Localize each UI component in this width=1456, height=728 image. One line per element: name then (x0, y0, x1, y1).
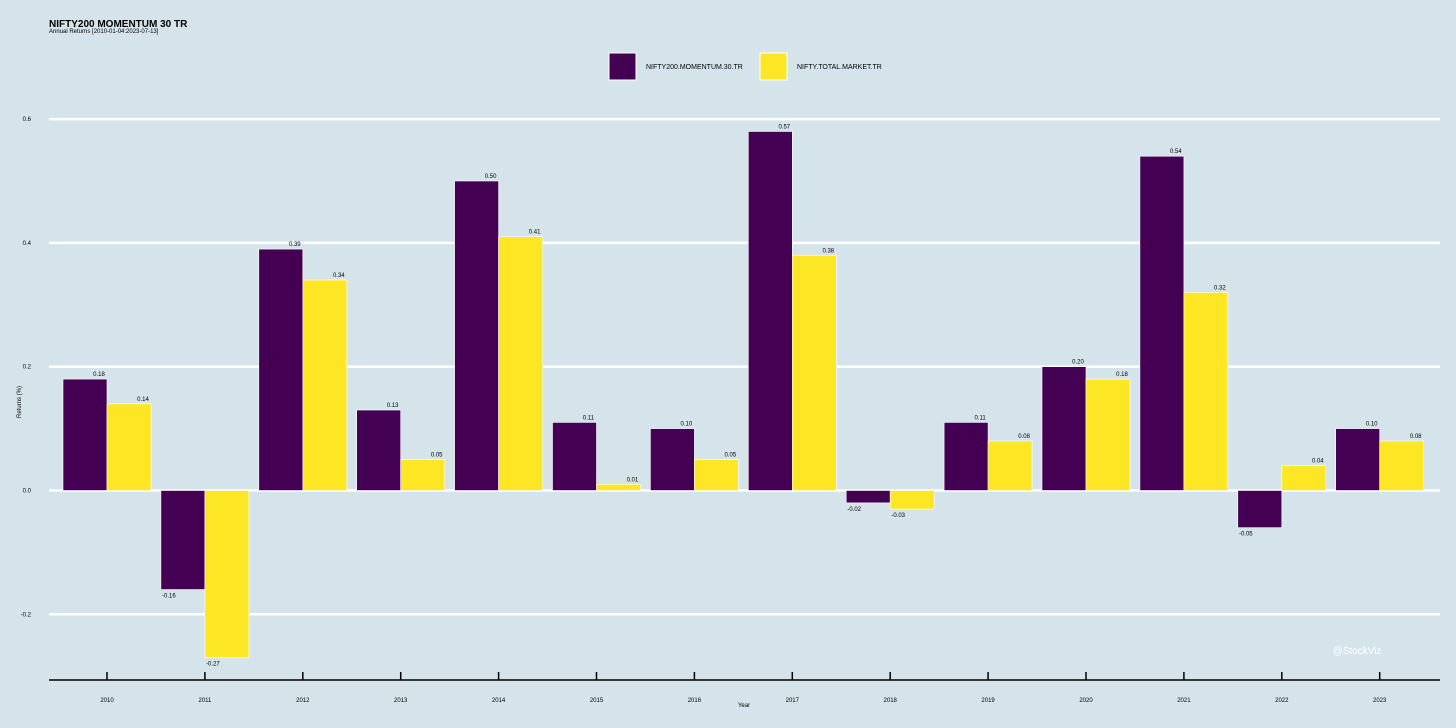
bar-total-market-2022 (1281, 465, 1327, 491)
bar-momentum-2019 (943, 422, 989, 491)
data-label: 0.54 (1170, 149, 1182, 155)
x-tick-label: 2021 (1177, 698, 1191, 704)
bar-total-market-2015 (596, 484, 641, 491)
x-tick-label: 2011 (198, 698, 212, 704)
data-label: -0.02 (847, 507, 861, 513)
bars (62, 131, 1424, 658)
chart-subtitle: Annual Returns [2010-01-04:2023-07-13] (49, 29, 159, 35)
data-label: 0.08 (1410, 434, 1422, 440)
y-tick-label: -0.2 (21, 612, 32, 618)
bar-momentum-2022 (1237, 490, 1283, 528)
data-label: 0.39 (289, 242, 301, 248)
watermark: @StockViz (1333, 646, 1382, 657)
y-axis-ticks: -0.2 0.0 0.2 0.4 0.6 (21, 117, 32, 618)
data-label: 0.11 (583, 415, 595, 421)
bar-momentum-2016 (650, 428, 695, 491)
x-tick-label: 2010 (100, 698, 114, 704)
data-label: 0.11 (974, 415, 986, 421)
data-label: 0.18 (1116, 372, 1128, 378)
bar-total-market-2012 (302, 279, 348, 491)
x-tick-label: 2016 (688, 698, 702, 704)
bar-total-market-2018 (889, 490, 935, 510)
bar-momentum-2014 (454, 180, 499, 491)
bar-total-market-2011 (204, 490, 250, 658)
x-tick-label: 2014 (492, 698, 506, 704)
y-tick-label: 0.0 (23, 489, 32, 495)
bar-total-market-2021 (1183, 292, 1229, 491)
bar-total-market-2010 (106, 403, 152, 491)
data-label: 0.18 (93, 372, 105, 378)
x-tick-label: 2023 (1373, 698, 1387, 704)
x-axis-label: Year (738, 703, 750, 709)
legend-swatch (759, 52, 788, 81)
data-label: -0.27 (206, 662, 220, 668)
x-tick-label: 2022 (1275, 698, 1289, 704)
data-label: 0.04 (1312, 459, 1324, 465)
data-label: 0.41 (529, 230, 541, 236)
x-tick-label: 2013 (394, 698, 408, 704)
data-label: 0.14 (137, 397, 149, 403)
y-tick-label: 0.4 (23, 241, 32, 247)
data-label: 0.32 (1214, 285, 1226, 291)
bar-total-market-2014 (498, 236, 543, 491)
data-label: -0.03 (891, 513, 905, 519)
bar-momentum-2017 (747, 131, 793, 491)
x-tick-label: 2019 (981, 698, 995, 704)
data-label: 0.08 (1018, 434, 1030, 440)
y-tick-label: 0.2 (23, 365, 32, 371)
data-label: -0.16 (162, 594, 176, 600)
data-label: 0.05 (725, 453, 737, 459)
data-label: 0.38 (822, 248, 834, 254)
bar-total-market-2013 (400, 459, 446, 491)
bar-momentum-2011 (160, 490, 206, 590)
bar-momentum-2023 (1335, 428, 1380, 491)
gridlines (49, 117, 1440, 616)
legend: NIFTY200.MOMENTUM.30.TR NIFTY.TOTAL.MARKE… (608, 52, 882, 81)
data-labels: 0.18 0.14 -0.16 -0.27 0.39 0.34 0.13 0.05 0.50 0.… (93, 124, 1422, 667)
bar-total-market-2016 (694, 459, 739, 491)
legend-swatch (608, 52, 637, 81)
bar-momentum-2021 (1139, 155, 1185, 491)
y-axis-label: Returns (%) (17, 386, 23, 418)
legend-label: NIFTY.TOTAL.MARKET.TR (797, 64, 882, 71)
x-tick-label: 2017 (786, 698, 800, 704)
data-label: 0.05 (431, 453, 443, 459)
data-label: 0.01 (627, 477, 639, 483)
bar-total-market-2023 (1379, 440, 1424, 491)
bar-momentum-2020 (1041, 366, 1087, 491)
data-label: 0.13 (387, 403, 399, 409)
x-axis: 2010 2011 2012 2013 2014 2015 2016 2017 2018 2019… (49, 672, 1440, 704)
data-label: 0.10 (1366, 422, 1378, 428)
bar-total-market-2020 (1085, 378, 1131, 491)
data-label: 0.20 (1072, 360, 1084, 366)
data-label: -0.05 (1239, 532, 1253, 538)
data-label: 0.10 (681, 422, 693, 428)
data-label: 0.34 (333, 273, 345, 279)
x-tick-label: 2020 (1079, 698, 1093, 704)
bar-momentum-2012 (258, 248, 304, 491)
x-tick-label: 2018 (884, 698, 898, 704)
x-tick-label: 2015 (590, 698, 604, 704)
bar-momentum-2010 (62, 378, 108, 491)
legend-label: NIFTY200.MOMENTUM.30.TR (646, 64, 743, 71)
bar-momentum-2013 (356, 409, 402, 491)
bar-total-market-2017 (791, 254, 837, 491)
data-label: 0.57 (778, 124, 790, 130)
bar-momentum-2015 (552, 422, 597, 491)
y-tick-label: 0.6 (23, 117, 32, 123)
data-label: 0.50 (485, 174, 497, 180)
bar-total-market-2019 (987, 440, 1033, 491)
x-tick-label: 2012 (296, 698, 310, 704)
bar-momentum-2018 (845, 490, 891, 504)
chart-title: NIFTY200 MOMENTUM 30 TR (49, 19, 188, 30)
